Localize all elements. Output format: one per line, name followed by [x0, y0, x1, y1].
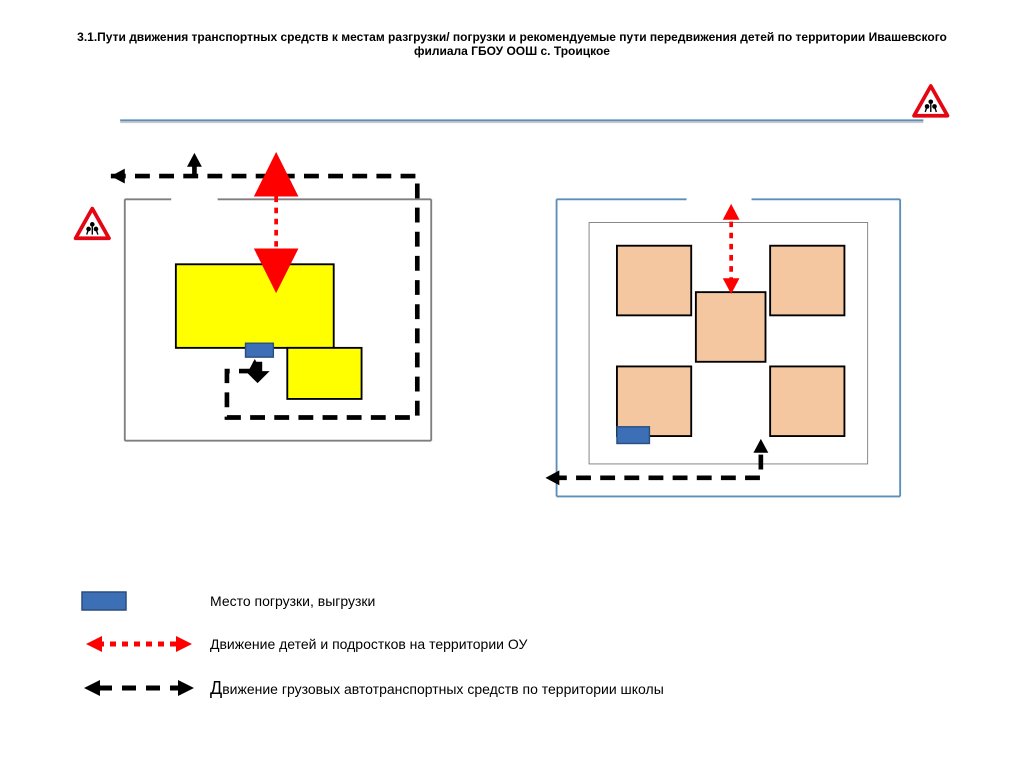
building-4 — [770, 366, 844, 436]
diagram-canvas — [0, 60, 1024, 580]
building-main — [176, 264, 334, 348]
building-3 — [617, 366, 691, 436]
right-site — [545, 199, 900, 496]
truck-path — [552, 445, 761, 478]
building-1 — [617, 246, 691, 316]
building-annex — [287, 348, 361, 399]
legend-item-loading: Место погрузки, выгрузки — [80, 590, 664, 612]
left-site — [111, 153, 431, 441]
legend-item-truck: ДДвижение грузовых автотранспортных сред… — [80, 676, 664, 700]
legend-label: Движение детей и подростков на территори… — [200, 636, 527, 652]
legend-label: Место погрузки, выгрузки — [200, 593, 375, 609]
building-2 — [770, 246, 844, 316]
warning-sign-icon — [914, 86, 947, 116]
legend-item-children: Движение детей и подростков на территори… — [80, 632, 664, 656]
loading-point — [246, 343, 274, 357]
building-center — [696, 292, 766, 362]
loading-point — [617, 427, 650, 444]
legend-label: ДДвижение грузовых автотранспортных сред… — [200, 678, 664, 699]
warning-sign-icon — [76, 209, 109, 239]
legend: Место погрузки, выгрузки Движение детей … — [80, 590, 664, 720]
page-title: 3.1.Пути движения транспортных средств к… — [0, 0, 1024, 68]
